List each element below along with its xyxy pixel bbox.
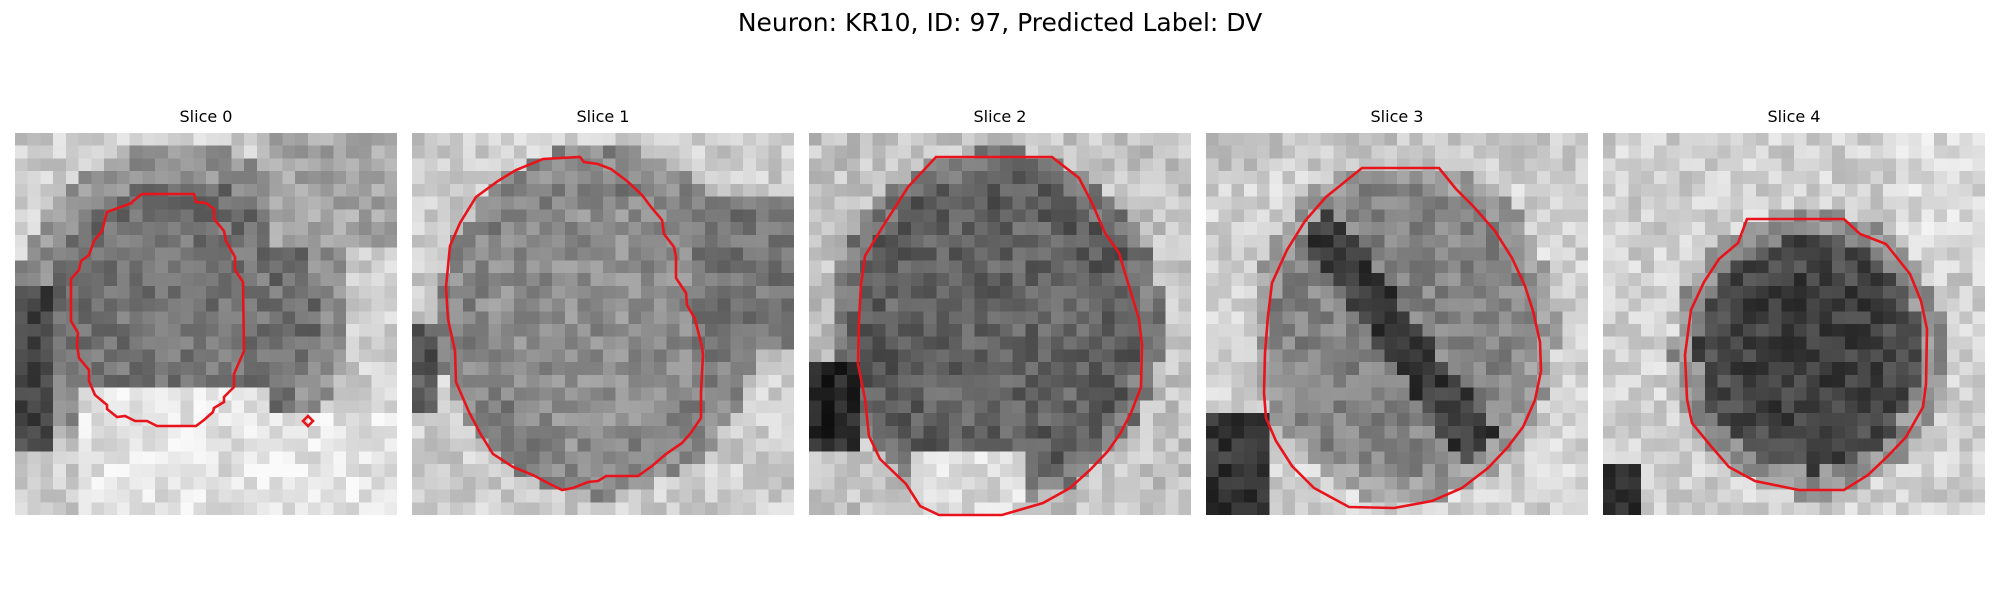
- slice-image-4: [1603, 133, 1985, 515]
- figure-title: Neuron: KR10, ID: 97, Predicted Label: D…: [737, 8, 1263, 37]
- neuron-contour-2: [856, 155, 1144, 517]
- slice-title-4: Slice 4: [1767, 107, 1821, 126]
- contour-overlay-4: [1683, 217, 1929, 492]
- neuron-contour-0: [69, 192, 246, 428]
- neuron-contour-3: [1262, 166, 1543, 510]
- slice-title-0: Slice 0: [179, 107, 233, 126]
- contour-overlay-2: [856, 155, 1144, 517]
- neuron-contour-1: [444, 155, 705, 492]
- contour-overlay-1: [444, 155, 705, 492]
- slice-title-2: Slice 2: [973, 107, 1027, 126]
- contour-overlay-0: [69, 192, 315, 428]
- slice-image-0: [15, 133, 397, 515]
- neuron-contour-4: [1683, 217, 1929, 492]
- slice-image-3: [1206, 133, 1588, 515]
- contour-overlay-3: [1262, 166, 1543, 510]
- slice-image-2: [809, 133, 1191, 515]
- slice-title-3: Slice 3: [1370, 107, 1424, 126]
- contour-artifact-0: [301, 414, 315, 428]
- slice-title-1: Slice 1: [576, 107, 630, 126]
